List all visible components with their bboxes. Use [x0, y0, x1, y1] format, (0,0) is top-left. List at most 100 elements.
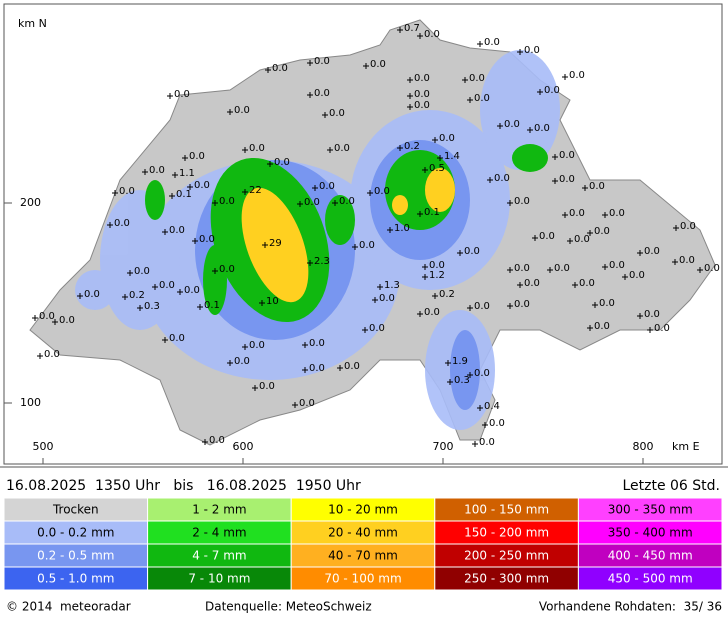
station-marker [142, 169, 148, 175]
station-value: 0.0 [174, 89, 190, 100]
station-value: 0.0 [169, 333, 185, 344]
station-marker [252, 385, 258, 391]
station-value: 0.5 [429, 163, 445, 174]
station-marker [422, 264, 428, 270]
station-value: 0.0 [249, 143, 265, 154]
station-marker [547, 267, 553, 273]
station-value: 0.0 [189, 151, 205, 162]
station-marker [422, 274, 428, 280]
station-marker [242, 147, 248, 153]
station-marker [472, 441, 478, 447]
station-value: 0.0 [234, 105, 250, 116]
station-value: 0.0 [579, 278, 595, 289]
station-marker [592, 302, 598, 308]
station-value: 0.0 [84, 289, 100, 300]
station-marker [372, 297, 378, 303]
station-marker [432, 293, 438, 299]
station-marker [242, 189, 248, 195]
station-value: 1.2 [429, 270, 445, 281]
y-tick-label: 200 [20, 196, 41, 209]
station-value: 0.0 [484, 37, 500, 48]
station-value: 2.3 [314, 256, 330, 267]
station-marker [307, 60, 313, 66]
station-marker [297, 201, 303, 207]
station-value: 0.2 [129, 290, 145, 301]
legend-label: 150 - 200 mm [464, 526, 549, 540]
station-value: 0.0 [599, 298, 615, 309]
legend-label: 2 - 4 mm [192, 526, 246, 540]
station-value: 0.0 [524, 278, 540, 289]
station-value: 0.0 [439, 133, 455, 144]
station-marker [432, 137, 438, 143]
station-value: 0.3 [144, 301, 160, 312]
source: Datenquelle: MeteoSchweiz [205, 600, 372, 614]
station-value: 0.1 [424, 207, 440, 218]
station-value: 0.0 [314, 56, 330, 67]
station-marker [162, 337, 168, 343]
axis-ticks: 500 600 700 800 200 100 [4, 196, 654, 464]
station-value: 0.0 [329, 108, 345, 119]
station-marker [267, 161, 273, 167]
station-marker [387, 227, 393, 233]
station-marker [212, 268, 218, 274]
station-marker [517, 49, 523, 55]
legend-label: Trocken [52, 503, 99, 517]
station-marker [537, 89, 543, 95]
station-value: 0.0 [379, 293, 395, 304]
station-value: 0.0 [474, 93, 490, 104]
station-marker [562, 212, 568, 218]
station-marker [467, 305, 473, 311]
station-value: 0.0 [609, 260, 625, 271]
station-marker [122, 294, 128, 300]
station-marker [202, 439, 208, 445]
station-value: 0.0 [44, 349, 60, 360]
station-marker [562, 74, 568, 80]
station-marker [182, 155, 188, 161]
station-marker [567, 238, 573, 244]
station-value: 0.0 [594, 226, 610, 237]
station-value: 0.0 [574, 234, 590, 245]
station-marker [422, 167, 428, 173]
station-marker [445, 360, 451, 366]
station-value: 0.0 [304, 197, 320, 208]
station-value: 0.0 [704, 263, 720, 274]
station-marker [673, 225, 679, 231]
legend-label: 400 - 450 mm [608, 549, 693, 563]
station-marker [552, 154, 558, 160]
station-marker [467, 372, 473, 378]
x-tick-label: 600 [233, 440, 254, 453]
station-value: 0.0 [474, 368, 490, 379]
x-tick-label: 500 [33, 440, 54, 453]
station-marker [259, 300, 265, 306]
station-marker [582, 185, 588, 191]
station-marker [352, 244, 358, 250]
station-marker [637, 250, 643, 256]
station-marker [457, 250, 463, 256]
station-marker [227, 109, 233, 115]
station-marker [477, 41, 483, 47]
station-marker [307, 92, 313, 98]
station-marker [152, 284, 158, 290]
x-tick-label: 700 [433, 440, 454, 453]
station-value: 0.0 [199, 234, 215, 245]
station-value: 0.0 [344, 361, 360, 372]
station-marker [167, 93, 173, 99]
station-value: 0.0 [209, 435, 225, 446]
station-marker [192, 238, 198, 244]
station-value: 0.0 [559, 150, 575, 161]
station-marker [552, 178, 558, 184]
legend-label: 350 - 400 mm [608, 526, 693, 540]
station-marker [127, 270, 133, 276]
station-marker [572, 282, 578, 288]
station-value: 0.0 [309, 338, 325, 349]
station-marker [377, 284, 383, 290]
station-marker [507, 200, 513, 206]
station-marker [262, 242, 268, 248]
copyright: © 2014 meteoradar [6, 600, 131, 614]
station-value: 0.0 [359, 240, 375, 251]
station-value: 0.0 [272, 63, 288, 74]
station-marker [227, 360, 233, 366]
stations: 0.7 0.0 0.0 0.0 0.0 0.0 0.0 0.0 0.0 0.0 0.0 0.0 0.0 0… [32, 23, 720, 448]
station-marker [397, 27, 403, 33]
station-marker [467, 97, 473, 103]
